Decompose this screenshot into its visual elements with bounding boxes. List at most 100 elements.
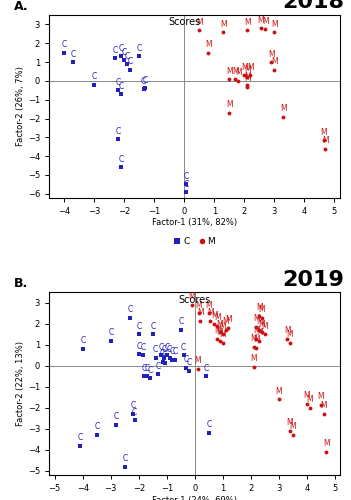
Text: M: M (280, 104, 287, 113)
Text: M: M (271, 20, 278, 28)
Text: C: C (141, 77, 146, 86)
Text: M: M (244, 18, 251, 26)
Text: M: M (259, 320, 265, 328)
Text: C: C (203, 364, 208, 372)
Text: C: C (80, 336, 85, 345)
Text: C: C (173, 347, 178, 356)
Text: C: C (137, 44, 142, 53)
Text: Scores: Scores (179, 294, 211, 304)
Text: C: C (178, 318, 184, 326)
Text: M: M (253, 326, 260, 335)
Text: M: M (232, 66, 239, 76)
Text: M: M (196, 300, 202, 310)
Text: C: C (128, 57, 133, 66)
Text: C: C (183, 172, 188, 181)
Text: C: C (108, 328, 113, 337)
Text: M: M (322, 136, 329, 145)
Text: C: C (143, 76, 148, 85)
Text: M: M (284, 326, 291, 335)
Text: M: M (268, 50, 275, 58)
Text: C: C (163, 350, 168, 359)
Text: C: C (119, 44, 124, 53)
Text: M: M (197, 308, 204, 317)
Text: M: M (259, 305, 265, 314)
Text: B.: B. (14, 277, 28, 290)
Text: M: M (205, 40, 212, 49)
Text: C: C (121, 48, 127, 57)
Text: C: C (153, 344, 158, 354)
Text: M: M (320, 402, 327, 410)
Text: M: M (287, 418, 293, 427)
Y-axis label: Factor-2 (26%, 7%): Factor-2 (26%, 7%) (16, 66, 25, 146)
Text: C: C (115, 78, 121, 87)
Text: C: C (147, 366, 153, 374)
Text: M: M (217, 320, 223, 328)
Text: M: M (211, 311, 218, 320)
Text: M: M (214, 314, 220, 322)
Text: M: M (318, 392, 324, 401)
Text: M: M (306, 395, 313, 404)
X-axis label: Factor-1 (24%, 69%): Factor-1 (24%, 69%) (152, 496, 237, 500)
Text: M: M (207, 308, 213, 317)
Text: M: M (256, 318, 263, 326)
Text: M: M (304, 391, 310, 400)
Text: C: C (61, 40, 67, 49)
Text: C: C (113, 46, 118, 55)
Text: M: M (250, 354, 257, 363)
Text: M: M (271, 57, 278, 66)
Text: M: M (262, 16, 269, 26)
Text: M: M (241, 63, 248, 72)
Text: 2018: 2018 (282, 0, 344, 12)
Text: C: C (170, 347, 175, 356)
Text: C: C (71, 50, 76, 58)
Text: M: M (256, 303, 263, 312)
Text: C: C (187, 358, 192, 368)
X-axis label: Factor-1 (31%, 82%): Factor-1 (31%, 82%) (152, 218, 237, 228)
Text: M: M (258, 16, 264, 25)
Text: C: C (140, 342, 146, 351)
Text: M: M (321, 128, 327, 137)
Text: C: C (119, 82, 124, 90)
Text: M: M (219, 330, 226, 339)
Text: C: C (131, 402, 136, 410)
Text: C: C (150, 322, 155, 330)
Text: M: M (261, 322, 268, 330)
Text: C: C (156, 362, 161, 370)
Text: M: M (194, 356, 201, 366)
Legend: C, M: C, M (174, 236, 216, 246)
Text: C: C (206, 420, 211, 430)
Text: M: M (253, 314, 260, 324)
Text: C: C (119, 155, 124, 164)
Text: M: M (287, 330, 293, 339)
Text: C: C (181, 342, 186, 351)
Text: M: M (244, 64, 251, 74)
Text: M: M (276, 386, 282, 396)
Text: C: C (136, 322, 141, 330)
Text: M: M (253, 336, 260, 344)
Text: M: M (290, 422, 296, 432)
Text: C: C (167, 344, 172, 354)
Text: C: C (136, 342, 141, 350)
Text: C: C (145, 364, 150, 372)
Text: A.: A. (14, 0, 29, 12)
Text: M: M (256, 328, 263, 337)
Text: C: C (184, 355, 189, 364)
Text: C: C (92, 72, 97, 81)
Text: C: C (125, 52, 130, 60)
Text: M: M (225, 316, 232, 324)
Text: C: C (159, 342, 164, 351)
Text: C: C (132, 408, 137, 416)
Text: M: M (220, 20, 227, 28)
Text: C: C (115, 127, 121, 136)
Text: M: M (219, 322, 226, 330)
Text: M: M (323, 439, 330, 448)
Y-axis label: Factor-2 (22%, 13%): Factor-2 (22%, 13%) (16, 341, 25, 426)
Text: M: M (189, 292, 195, 302)
Text: C: C (77, 433, 82, 442)
Text: Scores: Scores (168, 17, 200, 27)
Text: M: M (244, 74, 251, 83)
Text: C: C (160, 349, 165, 358)
Text: M: M (205, 300, 212, 310)
Text: M: M (214, 326, 220, 335)
Text: M: M (217, 328, 223, 337)
